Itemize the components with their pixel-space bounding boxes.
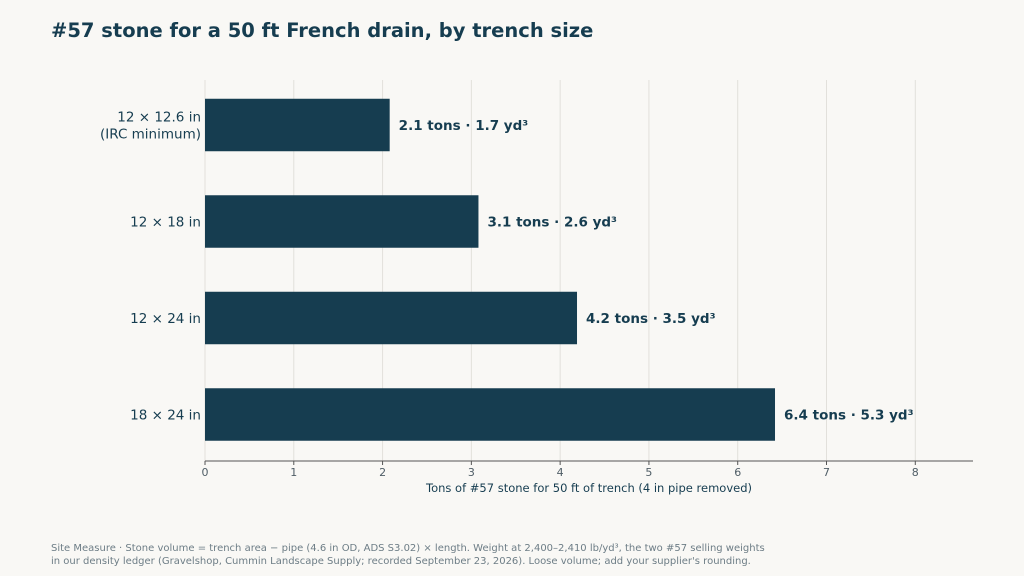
category-label: (IRC minimum) [100,127,201,143]
x-tick-label: 4 [557,466,564,479]
source-note: Site Measure · Stone volume = trench are… [51,543,811,568]
source-note-line-2: in our density ledger (Gravelshop, Cummi… [51,555,751,567]
bar-value-label: 4.2 tons · 3.5 yd³ [586,311,716,327]
category-label: 12 × 12.6 in [117,110,201,126]
category-label: 12 × 18 in [130,215,201,231]
chart-title: #57 stone for a 50 ft French drain, by t… [51,19,594,42]
bar [205,98,390,152]
category-label: 12 × 24 in [130,311,201,327]
x-tick-label: 0 [202,466,209,479]
x-tick-label: 7 [823,466,830,479]
x-tick-label: 3 [468,466,475,479]
bar [205,291,578,345]
x-axis-title: Tons of #57 stone for 50 ft of trench (4… [425,481,752,495]
x-tick-label: 8 [912,466,919,479]
x-tick-label: 5 [645,466,652,479]
source-note-line-1: Site Measure · Stone volume = trench are… [51,543,765,554]
bar-value-label: 6.4 tons · 5.3 yd³ [784,408,914,424]
x-tick-label: 2 [379,466,386,479]
bar [205,195,479,248]
x-tick-label: 1 [290,466,297,479]
category-label: 18 × 24 in [130,408,201,424]
bar [205,388,776,441]
x-tick-label: 6 [734,466,741,479]
bar-value-label: 2.1 tons · 1.7 yd³ [399,118,529,134]
bar-value-label: 3.1 tons · 2.6 yd³ [487,215,617,231]
